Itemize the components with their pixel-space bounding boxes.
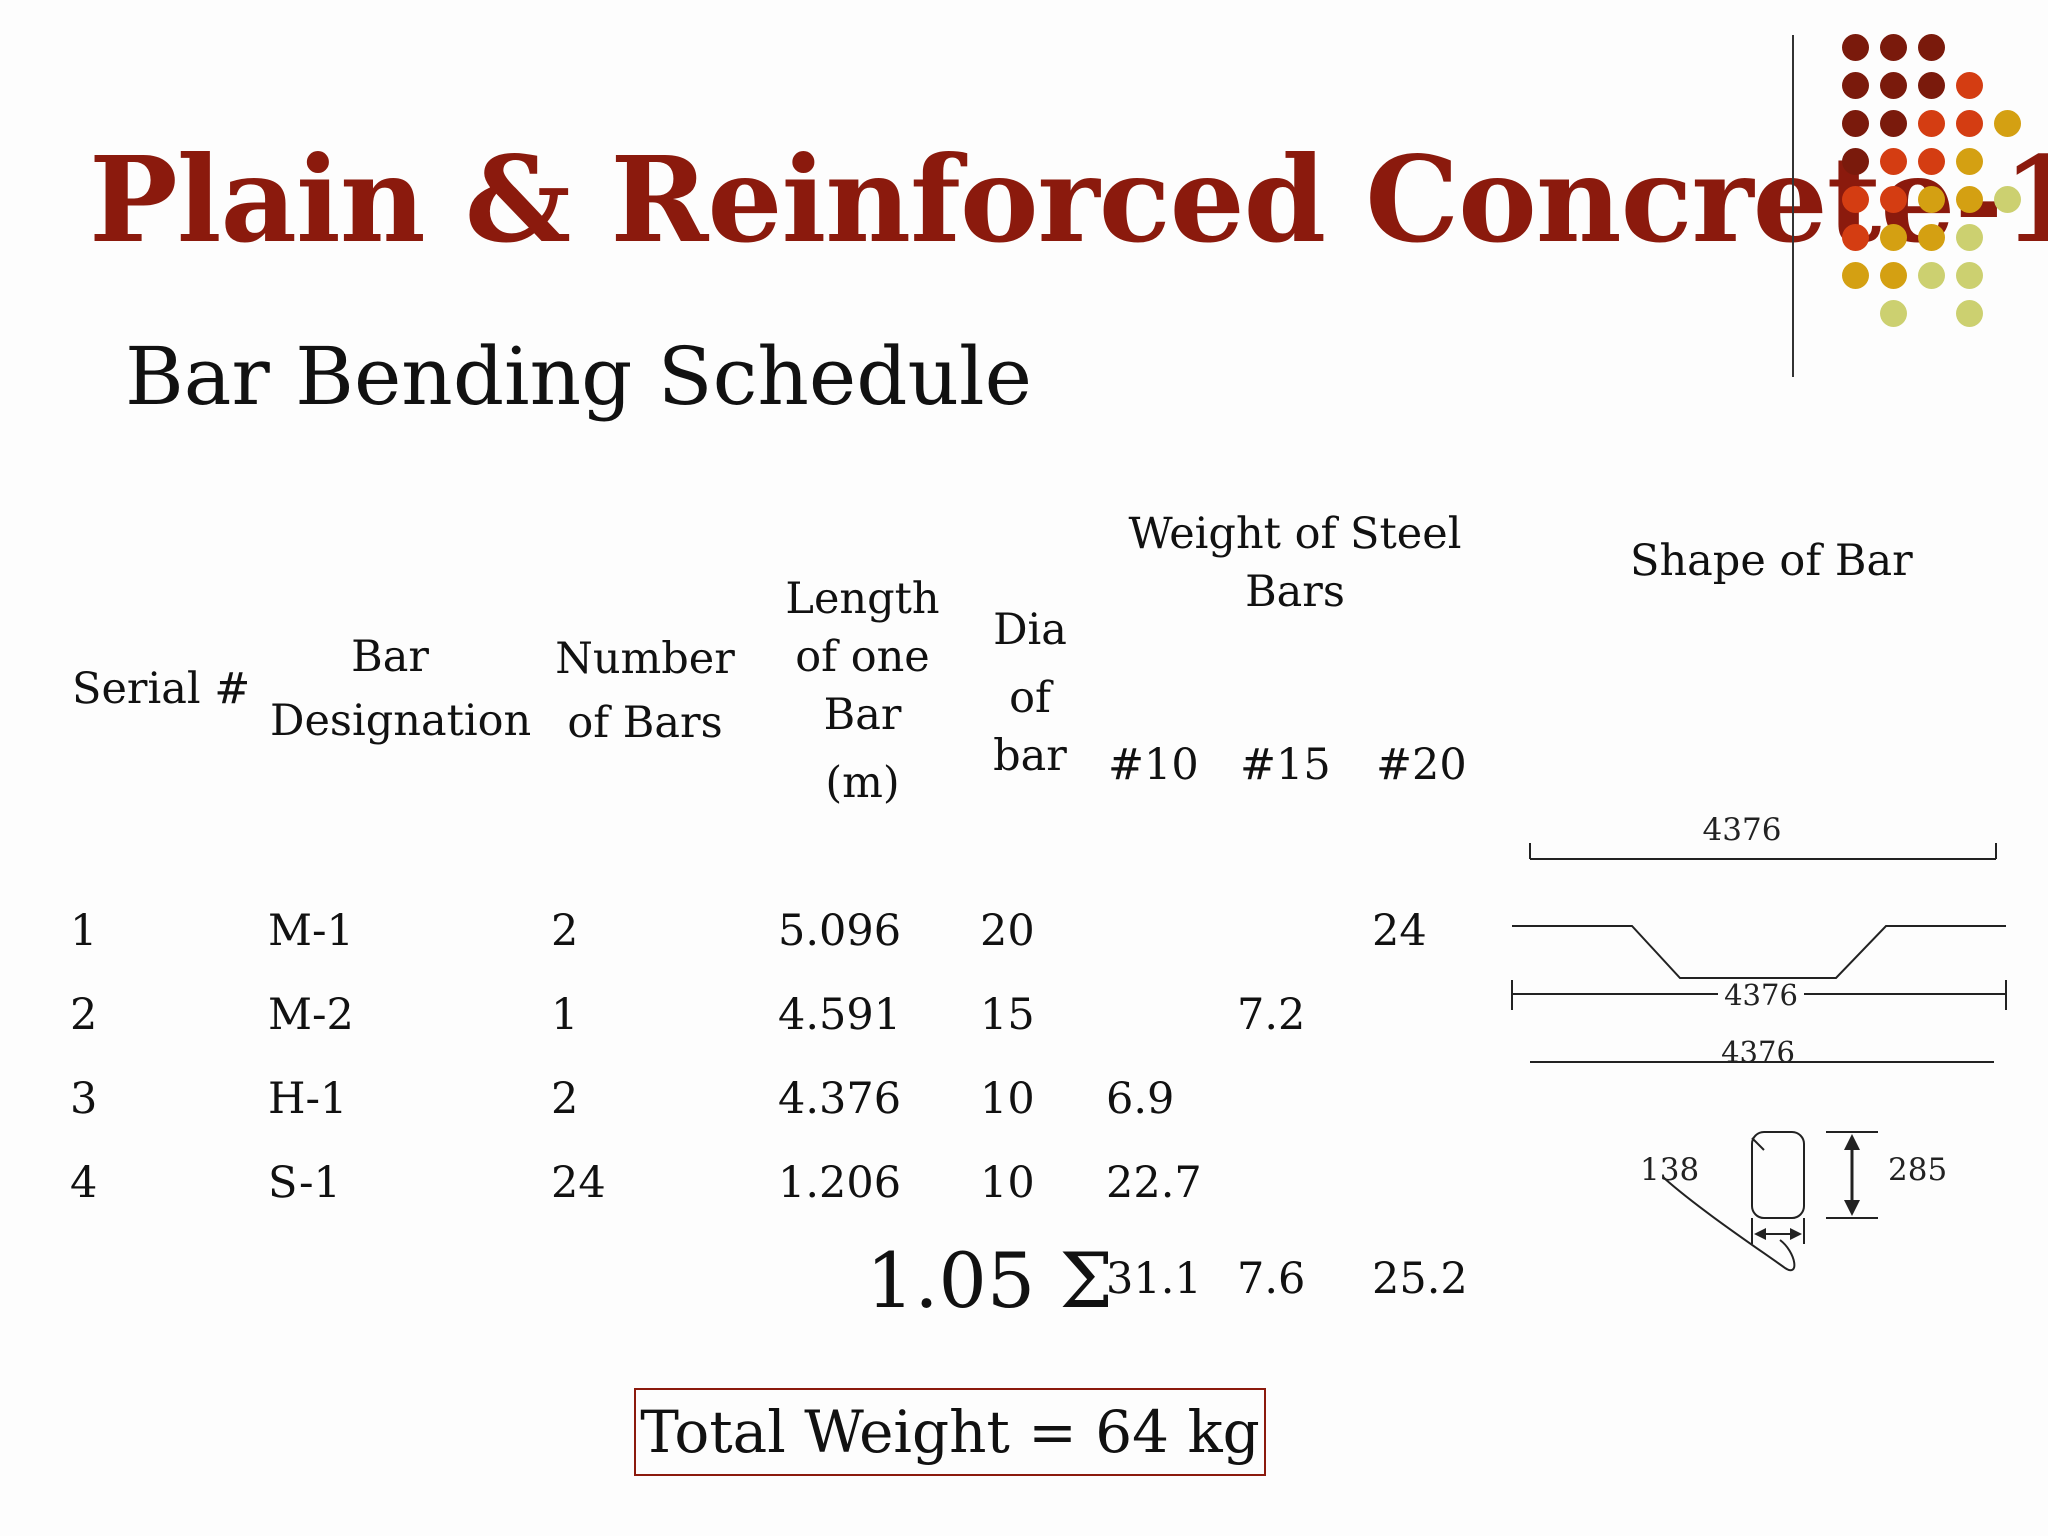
header-weight-line2: Bars — [1245, 567, 1345, 617]
row3-designation: H-1 — [268, 1074, 348, 1124]
sum-w10: 31.1 — [1106, 1254, 1202, 1304]
decorative-dot — [1918, 72, 1945, 99]
row1-serial: 1 — [70, 906, 98, 956]
decorative-dot — [1994, 110, 2021, 137]
stirrup-left-dimension: 138 — [1640, 1152, 1699, 1188]
total-weight-box: Total Weight = 64 kg — [634, 1388, 1266, 1476]
decorative-dot — [1842, 72, 1869, 99]
decorative-dot — [1842, 262, 1869, 289]
header-shape: Shape of Bar — [1630, 536, 1913, 586]
shape-straight-bar-2: 4376 — [1530, 1035, 1994, 1069]
sum-w20: 25.2 — [1372, 1254, 1468, 1304]
header-designation: Bar Designation — [270, 628, 532, 750]
header-w15: #15 — [1240, 740, 1331, 790]
header-w10: #10 — [1108, 740, 1199, 790]
header-length: Length of one Bar (m) — [775, 570, 950, 812]
header-number-line2: of Bars — [567, 698, 723, 748]
decorative-dot — [1880, 262, 1907, 289]
header-designation-line1: Bar — [351, 632, 429, 682]
shape1-dimension: 4376 — [1703, 812, 1782, 848]
header-weight: Weight of Steel Bars — [1110, 505, 1480, 621]
row1-number: 2 — [551, 906, 579, 956]
header-weight-line1: Weight of Steel — [1128, 509, 1462, 559]
decorative-dot — [1880, 300, 1907, 327]
shape3-dimension: 4376 — [1721, 1035, 1795, 1069]
header-designation-line2: Designation — [270, 696, 532, 746]
decorative-dot — [1994, 186, 2021, 213]
page-title: Plain & Reinforced Concrete-1 — [89, 130, 2048, 269]
row1-length: 5.096 — [778, 906, 902, 956]
divider-line — [1792, 35, 1794, 377]
row3-length: 4.376 — [778, 1074, 902, 1124]
decorative-dot — [1956, 186, 1983, 213]
header-w20: #20 — [1376, 740, 1467, 790]
decorative-dot — [1956, 72, 1983, 99]
decorative-dot — [1956, 224, 1983, 251]
row4-length: 1.206 — [778, 1158, 902, 1208]
row1-dia: 20 — [980, 906, 1035, 956]
header-dia-line2: of — [1009, 673, 1051, 723]
decorative-dot — [1880, 34, 1907, 61]
decorative-dot — [1918, 186, 1945, 213]
row2-number: 1 — [551, 990, 579, 1040]
row2-w15: 7.2 — [1237, 990, 1306, 1040]
row3-dia: 10 — [980, 1074, 1035, 1124]
row2-serial: 2 — [70, 990, 98, 1040]
decorative-dot — [1842, 110, 1869, 137]
row4-dia: 10 — [980, 1158, 1035, 1208]
decorative-dot — [1918, 262, 1945, 289]
decorative-dot — [1880, 72, 1907, 99]
header-number: Number of Bars — [550, 630, 740, 752]
shape-stirrup: 138 285 — [1640, 1131, 1947, 1272]
row3-serial: 3 — [70, 1074, 98, 1124]
row1-w20: 24 — [1372, 906, 1427, 956]
header-dia-line3: bar — [993, 731, 1067, 781]
row2-dia: 15 — [980, 990, 1035, 1040]
shape2-dimension: 4376 — [1724, 978, 1798, 1012]
row4-number: 24 — [551, 1158, 606, 1208]
decorative-dot — [1956, 110, 1983, 137]
decorative-dot — [1880, 186, 1907, 213]
decorative-dot — [1918, 34, 1945, 61]
shape-straight-bar-1: 4376 — [1529, 812, 1997, 860]
decorative-dot — [1842, 34, 1869, 61]
row4-w10: 22.7 — [1106, 1158, 1202, 1208]
shape-bent-bar: 4376 — [1511, 925, 2007, 1012]
decorative-dot — [1880, 224, 1907, 251]
decorative-dot — [1842, 148, 1869, 175]
decorative-dot — [1956, 148, 1983, 175]
row1-designation: M-1 — [268, 906, 354, 956]
header-number-line1: Number — [555, 634, 735, 684]
decorative-dot — [1880, 110, 1907, 137]
sum-w15: 7.6 — [1237, 1254, 1306, 1304]
row4-serial: 4 — [70, 1158, 98, 1208]
stirrup-right-dimension: 285 — [1888, 1152, 1947, 1188]
total-weight-text: Total Weight = 64 kg — [640, 1398, 1260, 1466]
decorative-dot — [1918, 148, 1945, 175]
row2-length: 4.591 — [778, 990, 902, 1040]
decorative-dot — [1842, 186, 1869, 213]
header-length-line2: of one — [795, 632, 930, 682]
decorative-dot — [1956, 300, 1983, 327]
decorative-dot — [1880, 148, 1907, 175]
header-dia: Dia of bar — [975, 596, 1085, 790]
header-length-line4: (m) — [825, 758, 900, 808]
header-length-line1: Length — [785, 574, 940, 624]
row2-designation: M-2 — [268, 990, 354, 1040]
decorative-dot — [1956, 262, 1983, 289]
decorative-dot — [1918, 110, 1945, 137]
header-dia-line1: Dia — [993, 605, 1067, 655]
row3-number: 2 — [551, 1074, 579, 1124]
decorative-dot — [1918, 224, 1945, 251]
row4-designation: S-1 — [268, 1158, 341, 1208]
sum-label: 1.05 Σ — [866, 1236, 1114, 1325]
header-length-line3: Bar — [823, 690, 902, 740]
page-subtitle: Bar Bending Schedule — [125, 330, 1032, 423]
decorative-dot — [1842, 224, 1869, 251]
row3-w10: 6.9 — [1106, 1074, 1175, 1124]
header-serial: Serial # — [72, 664, 251, 714]
